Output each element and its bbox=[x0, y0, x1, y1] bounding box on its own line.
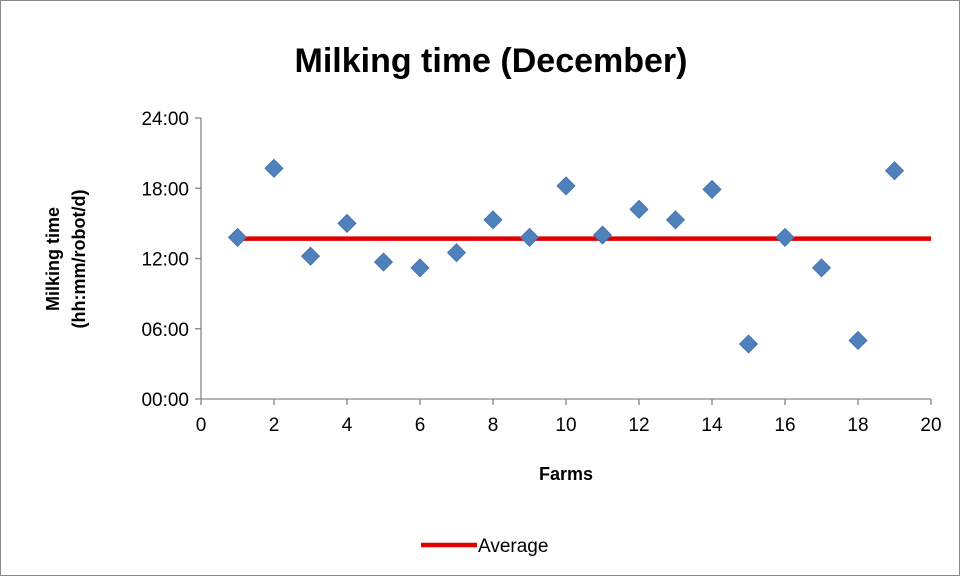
data-point bbox=[483, 210, 503, 230]
x-axis-label: Farms bbox=[539, 464, 593, 484]
data-point bbox=[556, 176, 576, 196]
data-point bbox=[629, 199, 649, 219]
y-tick-label: 24:00 bbox=[141, 109, 189, 130]
x-tick-label: 18 bbox=[847, 415, 868, 436]
data-point bbox=[592, 225, 613, 245]
data-point bbox=[300, 246, 321, 266]
x-tick-label: 14 bbox=[701, 415, 723, 436]
y-axis-label-line: (hh:mm/robot/d) bbox=[69, 190, 89, 329]
y-tick-label: 06:00 bbox=[141, 320, 189, 341]
x-tick-label: 20 bbox=[920, 415, 941, 436]
data-point bbox=[337, 213, 357, 233]
data-point bbox=[264, 158, 284, 178]
data-point bbox=[884, 161, 905, 181]
data-point bbox=[446, 243, 467, 263]
data-point bbox=[410, 258, 430, 278]
x-tick-label: 8 bbox=[488, 415, 499, 436]
chart-title: Milking time (December) bbox=[295, 42, 688, 80]
x-tick-label: 16 bbox=[774, 415, 795, 436]
y-tick-label: 00:00 bbox=[141, 390, 189, 411]
data-point bbox=[519, 227, 540, 247]
y-tick-label: 12:00 bbox=[141, 250, 189, 271]
data-point bbox=[665, 210, 686, 230]
chart-axes bbox=[195, 117, 932, 405]
y-tick-labels: 00:00 06:00 12:00 18:00 24:00 bbox=[141, 109, 189, 411]
x-tick-label: 6 bbox=[415, 415, 426, 436]
y-axis-label: Milking time (hh:mm/robot/d) bbox=[43, 190, 89, 329]
x-tick-labels: 0 2 4 6 8 10 12 14 16 18 20 bbox=[196, 415, 942, 436]
x-tick-label: 2 bbox=[269, 415, 280, 436]
y-axis-label-line: Milking time bbox=[43, 207, 63, 311]
x-tick-label: 10 bbox=[555, 415, 576, 436]
data-point bbox=[702, 179, 722, 199]
x-tick-label: 4 bbox=[342, 415, 353, 436]
data-point bbox=[373, 252, 394, 272]
data-point bbox=[848, 330, 868, 351]
y-tick-label: 18:00 bbox=[141, 179, 189, 200]
legend-label-average: Average bbox=[478, 536, 548, 557]
data-point bbox=[811, 258, 832, 278]
data-point bbox=[775, 227, 795, 247]
points-layer bbox=[227, 158, 905, 354]
legend: Average bbox=[421, 536, 548, 557]
x-tick-label: 0 bbox=[196, 415, 207, 436]
x-tick-label: 12 bbox=[628, 415, 649, 436]
data-point bbox=[738, 334, 759, 354]
data-point bbox=[227, 227, 248, 247]
